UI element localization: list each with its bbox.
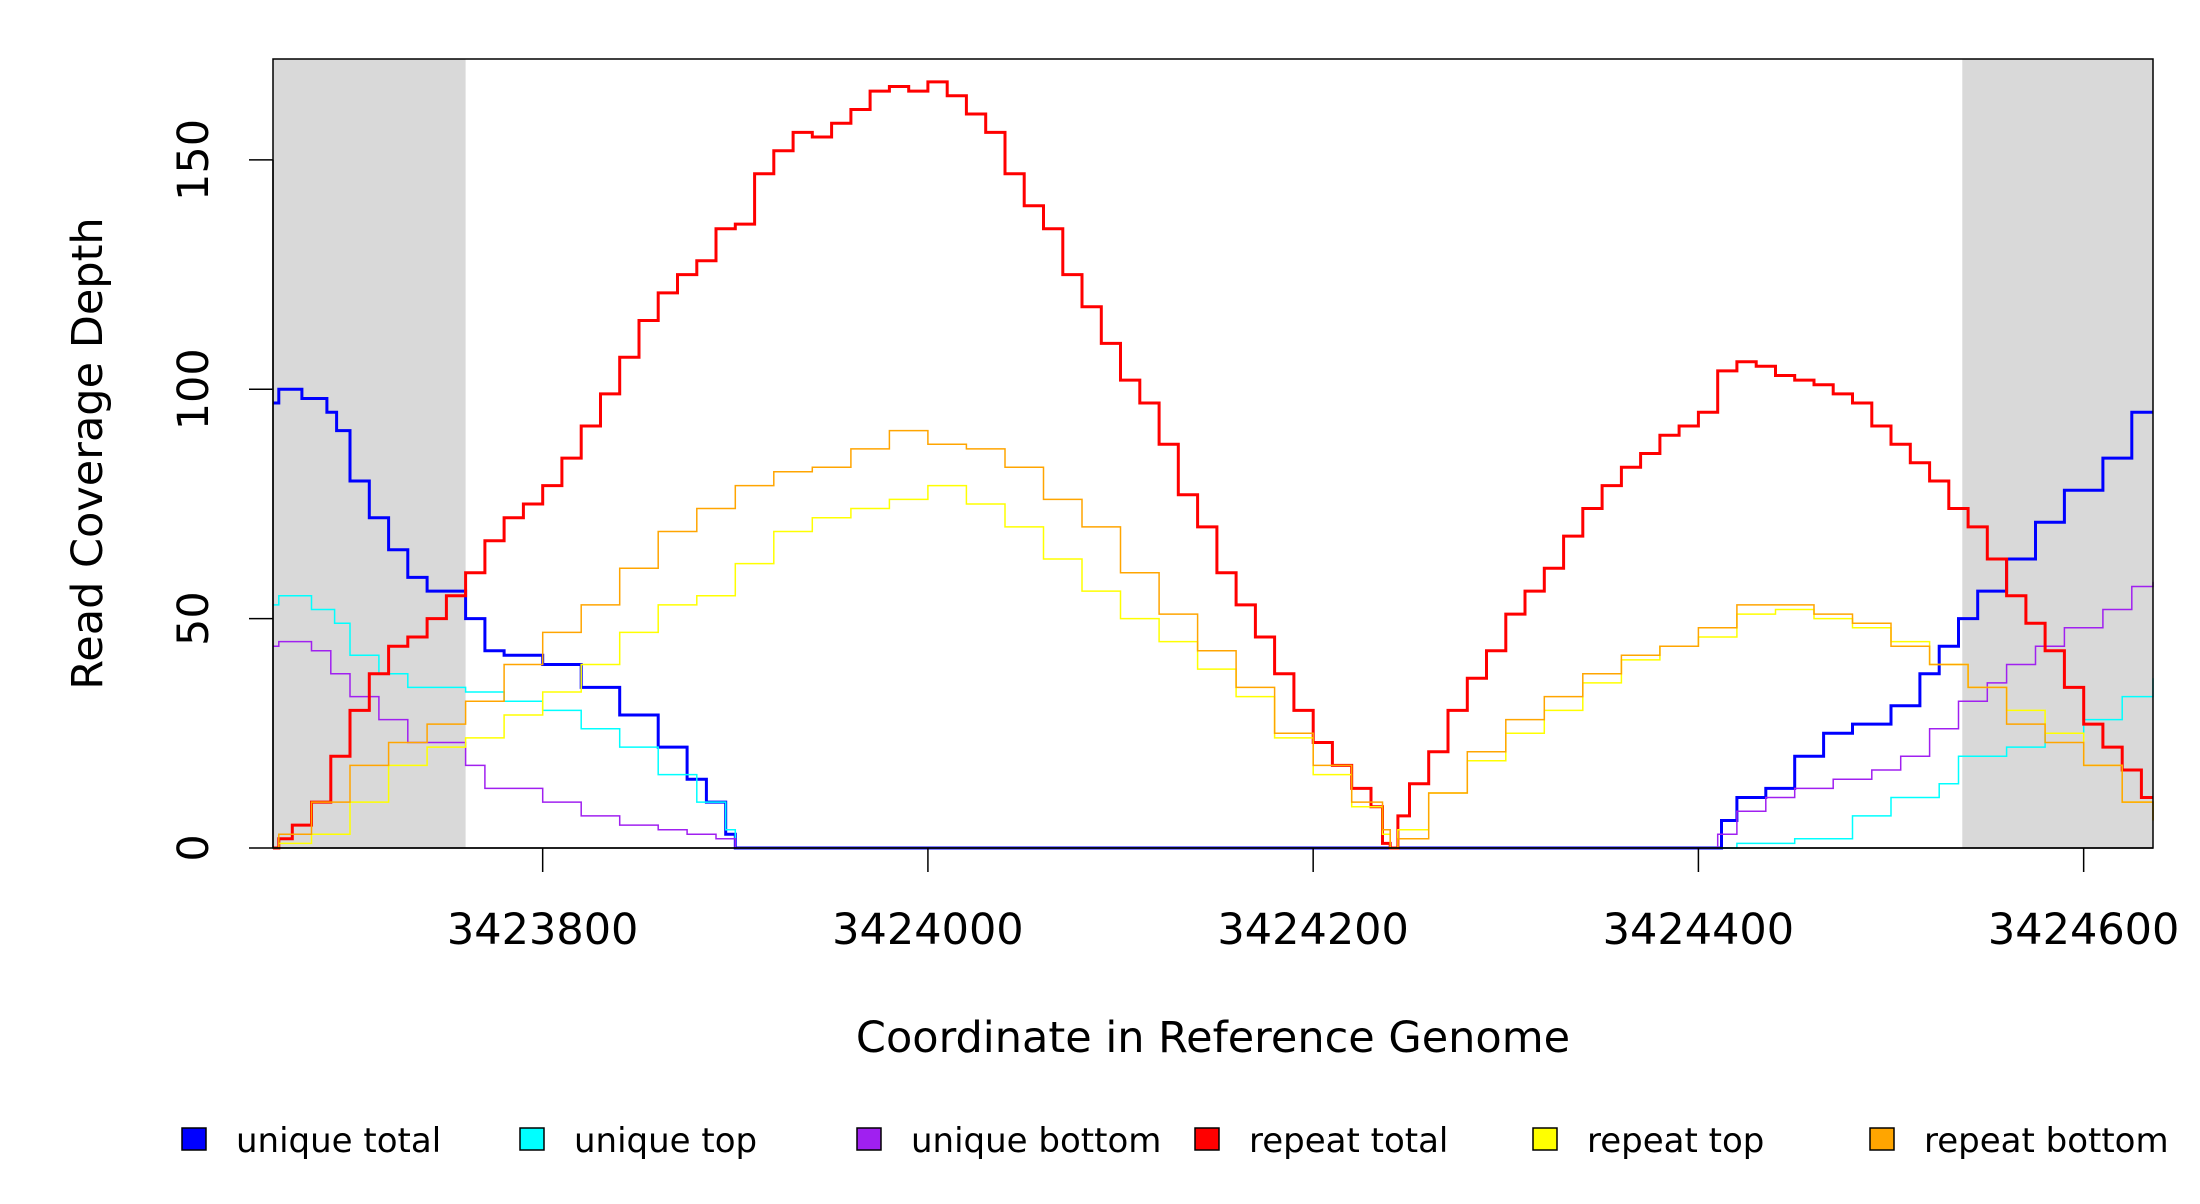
legend-label: repeat total xyxy=(1249,1121,1448,1161)
legend-swatch xyxy=(1194,1127,1220,1151)
legend-label: unique total xyxy=(236,1121,441,1161)
plot-frame xyxy=(272,58,2154,849)
legend: unique total unique top unique bottom repea… xyxy=(181,1121,2169,1161)
y-tick-label: 0 xyxy=(169,834,219,861)
x-tick-label: 3424400 xyxy=(1603,905,1795,955)
y-tick-label: 50 xyxy=(169,591,219,646)
legend-label: repeat top xyxy=(1587,1121,1764,1161)
shaded-region-0 xyxy=(273,59,466,848)
x-tick-label: 3424600 xyxy=(1988,905,2180,955)
y-tick-label: 150 xyxy=(169,119,219,201)
legend-swatch xyxy=(1532,1127,1558,1151)
legend-label: repeat bottom xyxy=(1924,1121,2169,1161)
legend-swatch xyxy=(856,1127,882,1151)
x-tick-label: 3424000 xyxy=(832,905,1024,955)
legend-swatch xyxy=(1869,1127,1895,1151)
series-line-repeat-top xyxy=(273,484,2154,849)
legend-label: unique bottom xyxy=(911,1121,1161,1161)
y-axis-label: Read Coverage Depth xyxy=(63,217,113,689)
series-line-unique-top xyxy=(273,594,2154,849)
legend-swatch xyxy=(181,1127,207,1151)
shaded-region-1 xyxy=(1962,59,2153,848)
series-line-repeat-bottom xyxy=(273,429,2154,849)
y-axis: 0 50 100 150 xyxy=(169,119,274,862)
x-tick-label: 3423800 xyxy=(447,905,639,955)
x-tick-label: 3424200 xyxy=(1217,905,1409,955)
x-axis-label: Coordinate in Reference Genome xyxy=(856,1013,1570,1063)
series-line-unique-bottom xyxy=(273,581,2154,849)
legend-swatch xyxy=(519,1127,545,1151)
y-tick-label: 100 xyxy=(169,348,219,430)
shaded-regions xyxy=(273,59,2153,848)
series-line-repeat-total xyxy=(273,80,2153,850)
legend-label: unique top xyxy=(574,1121,757,1161)
series-lines xyxy=(273,80,2154,850)
x-axis: 3423800 3424000 3424200 3424400 3424600 xyxy=(273,847,2180,955)
